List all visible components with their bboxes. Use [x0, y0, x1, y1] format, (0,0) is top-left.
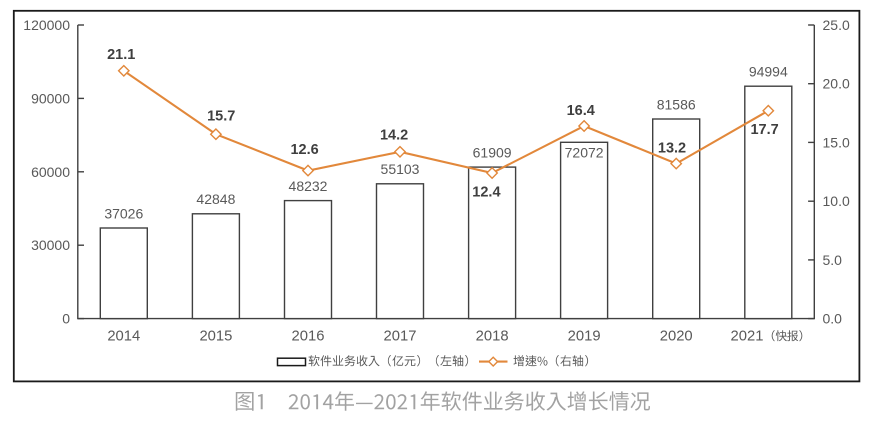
svg-text:37026: 37026	[104, 205, 143, 221]
svg-text:60000: 60000	[31, 164, 70, 180]
svg-text:94994: 94994	[749, 64, 788, 80]
svg-text:12.4: 12.4	[472, 184, 500, 200]
svg-text:15.0: 15.0	[823, 134, 850, 150]
svg-text:120000: 120000	[23, 17, 70, 33]
svg-text:2015: 2015	[199, 329, 232, 345]
svg-text:42848: 42848	[196, 191, 235, 207]
svg-text:30000: 30000	[31, 237, 70, 253]
svg-text:2014: 2014	[107, 329, 140, 345]
svg-text:2017: 2017	[384, 329, 417, 345]
svg-text:90000: 90000	[31, 90, 70, 106]
svg-text:13.2: 13.2	[658, 141, 686, 157]
svg-text:0.0: 0.0	[823, 311, 843, 327]
svg-text:48232: 48232	[289, 178, 328, 194]
svg-text:15.7: 15.7	[207, 108, 235, 124]
svg-text:81586: 81586	[657, 96, 696, 112]
svg-text:14.2: 14.2	[380, 128, 408, 144]
svg-text:2018: 2018	[476, 329, 509, 345]
svg-text:2016: 2016	[292, 329, 325, 345]
svg-text:20.0: 20.0	[823, 76, 850, 92]
svg-text:25.0: 25.0	[823, 17, 850, 33]
svg-text:0: 0	[62, 311, 70, 327]
svg-text:2019: 2019	[568, 329, 601, 345]
svg-text:10.0: 10.0	[823, 193, 850, 209]
svg-text:5.0: 5.0	[823, 252, 843, 268]
svg-text:16.4: 16.4	[567, 103, 595, 119]
svg-text:12.6: 12.6	[290, 142, 318, 158]
svg-text:17.7: 17.7	[750, 122, 778, 138]
svg-text:2021: 2021	[731, 329, 764, 345]
svg-text:72072: 72072	[565, 145, 604, 161]
svg-text:55103: 55103	[381, 161, 420, 177]
svg-text:21.1: 21.1	[107, 47, 135, 63]
svg-text:2020: 2020	[660, 329, 693, 345]
svg-text:61909: 61909	[473, 144, 512, 160]
